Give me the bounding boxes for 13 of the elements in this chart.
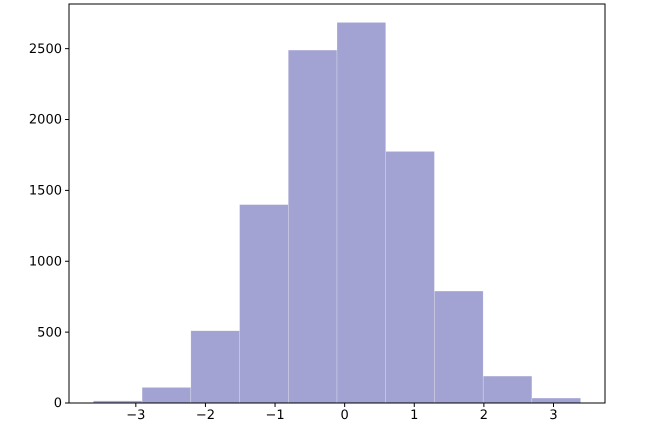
y-tick-label: 2000 bbox=[28, 112, 62, 128]
x-tick-label: 1 bbox=[410, 408, 418, 424]
x-tick-label: −2 bbox=[196, 408, 216, 424]
y-tick-label: 0 bbox=[54, 396, 62, 412]
y-tick-label: 2500 bbox=[28, 42, 62, 57]
x-tick-label: 0 bbox=[340, 408, 349, 424]
y-tick-label: 1000 bbox=[28, 254, 62, 270]
y-tick-label: 500 bbox=[37, 325, 62, 340]
x-tick-label: 3 bbox=[549, 408, 558, 424]
x-tick-label: −1 bbox=[265, 408, 285, 424]
x-tick-label: −3 bbox=[126, 408, 146, 424]
x-tick-label: 2 bbox=[480, 408, 488, 424]
y-tick-label: 1500 bbox=[28, 184, 62, 199]
